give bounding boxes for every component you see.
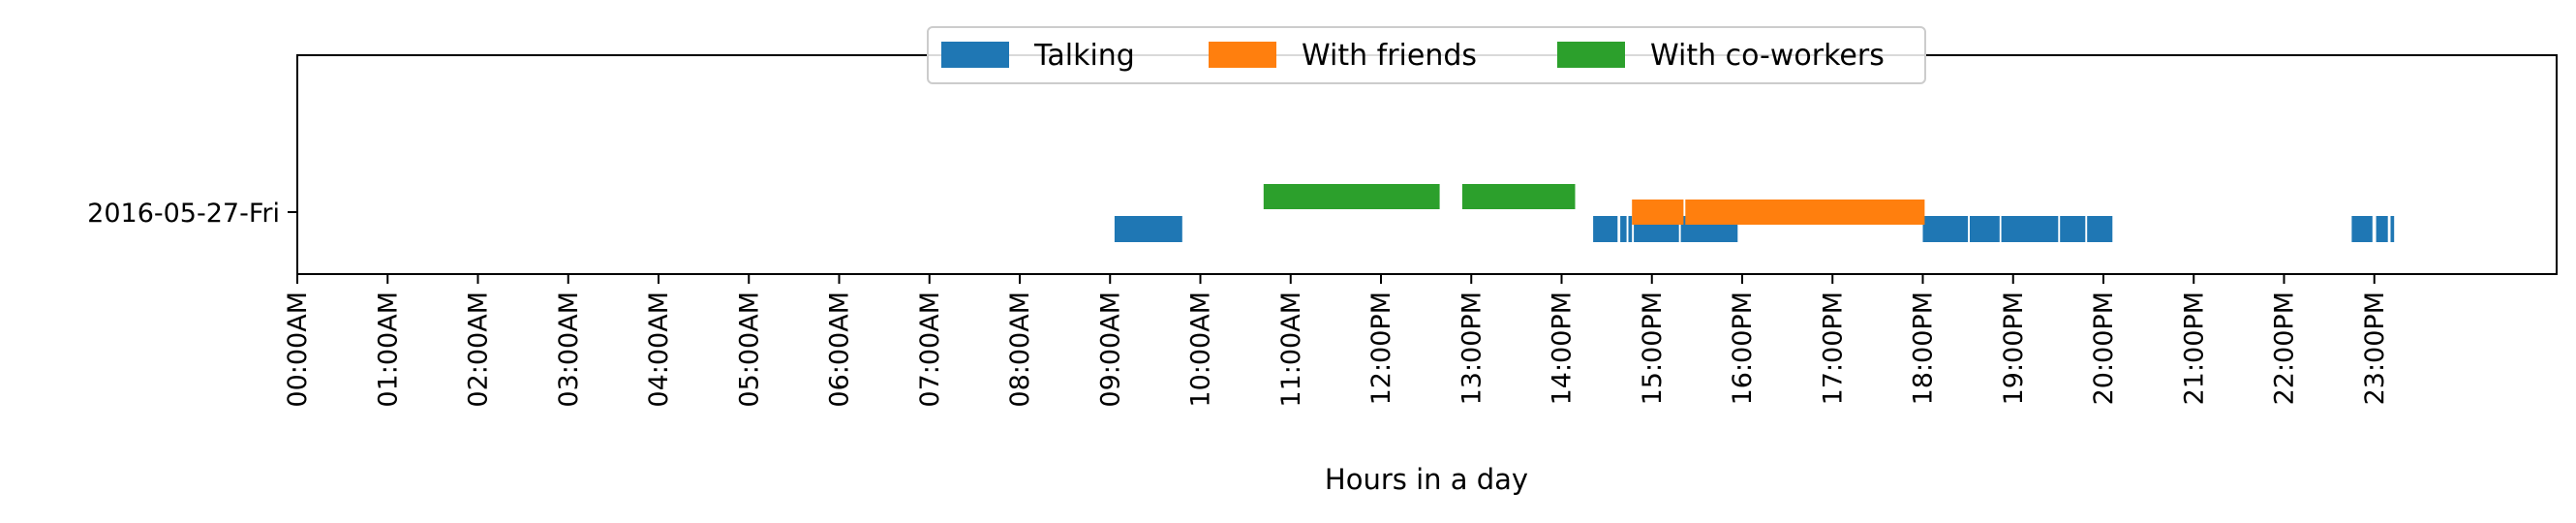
x-tick-label: 12:00PM [1366, 292, 1396, 405]
bar-segment [1970, 216, 2000, 242]
plot-frame [296, 54, 2558, 275]
legend: Talking With friends With co-workers [927, 26, 1926, 84]
bar-segment [1461, 184, 1576, 209]
x-tick-label: 09:00AM [1095, 292, 1125, 408]
legend-label: Talking [1033, 39, 1135, 73]
bar-segment [2376, 216, 2388, 242]
x-tick-label: 06:00AM [825, 292, 855, 408]
x-tick-label: 21:00PM [2179, 292, 2209, 405]
legend-label: With co-workers [1650, 39, 1885, 73]
x-tick-label: 02:00AM [464, 292, 494, 408]
x-tick-label: 10:00AM [1186, 292, 1216, 408]
legend-label: With friends [1302, 39, 1477, 73]
bar-segment [2060, 216, 2086, 242]
bar-segment [2087, 216, 2113, 242]
series-with-co-workers [1263, 184, 1576, 209]
x-tick-label: 11:00AM [1276, 292, 1306, 408]
x-tick-label: 20:00PM [2089, 292, 2119, 405]
bar-segment [1114, 216, 1182, 242]
x-tick-label: 00:00AM [283, 292, 313, 408]
bar-segment [2390, 216, 2395, 242]
series-with-friends [1632, 200, 1925, 225]
x-tick-label: 08:00AM [1005, 292, 1035, 408]
series-talking [1114, 216, 2395, 242]
bar-segment [1632, 200, 1684, 225]
x-tick-label: 13:00PM [1457, 292, 1487, 405]
x-tick-label: 03:00AM [554, 292, 584, 408]
x-tick-label: 14:00PM [1548, 292, 1578, 405]
bar-segment [1922, 216, 1969, 242]
x-tick-label: 19:00PM [1999, 292, 2029, 405]
legend-box [927, 26, 1926, 84]
x-tick-label: 04:00AM [644, 292, 674, 408]
x-tick-label: 16:00PM [1728, 292, 1758, 405]
bar-segment [2001, 216, 2059, 242]
bar-segment [1263, 184, 1440, 209]
x-axis: 00:00AM 01:00AM 02:00AM 03:00AM 04:00AM 05:00… [283, 274, 2390, 408]
x-tick-label: 23:00PM [2360, 292, 2390, 405]
x-axis-label: Hours in a day [1325, 463, 1528, 496]
bar-segment [1628, 216, 1633, 242]
x-tick-label: 15:00PM [1638, 292, 1668, 405]
x-tick-label: 01:00AM [373, 292, 403, 408]
legend-swatch [1557, 42, 1625, 68]
bar-segment [2351, 216, 2373, 242]
legend-swatch [1209, 42, 1276, 68]
bar-segment [1620, 216, 1627, 242]
y-axis: 2016-05-27-Fri [87, 199, 297, 229]
bar-segment [1685, 200, 1925, 225]
bars-layer [1114, 184, 2395, 242]
x-tick-label: 05:00AM [734, 292, 764, 408]
y-tick-label: 2016-05-27-Fri [87, 199, 280, 229]
x-tick-label: 18:00PM [1909, 292, 1939, 405]
x-tick-label: 22:00PM [2270, 292, 2300, 405]
x-tick-label: 07:00AM [915, 292, 945, 408]
x-tick-label: 17:00PM [1818, 292, 1848, 405]
bar-segment [1593, 216, 1618, 242]
legend-swatch [941, 42, 1009, 68]
